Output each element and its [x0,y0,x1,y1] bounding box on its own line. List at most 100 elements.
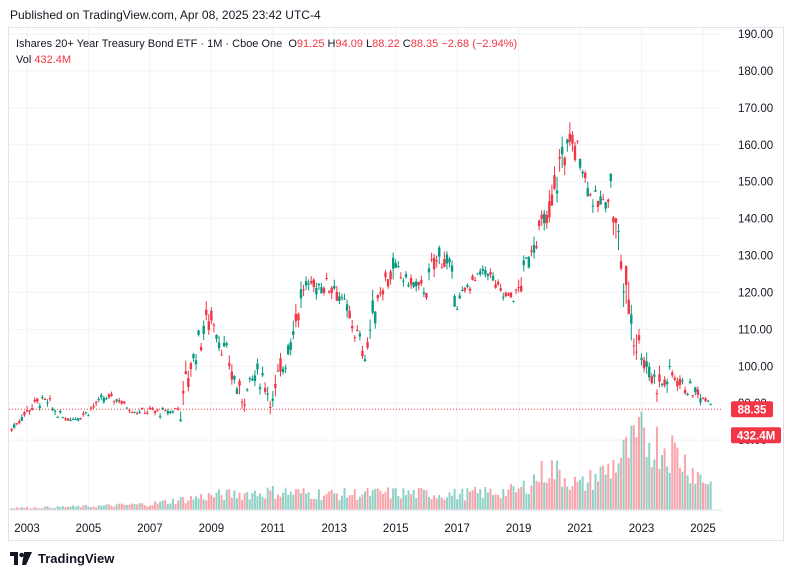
candle-body[interactable] [53,410,57,412]
candle-body[interactable] [187,378,190,388]
candle-body[interactable] [343,298,346,300]
chart-frame[interactable] [8,27,784,541]
price-axis[interactable]: 190.00 180.00 170.00 160.00 150.00 140.00 130.… [738,29,773,447]
candle-body[interactable] [660,383,664,385]
candle-body[interactable] [345,304,349,311]
candle-body[interactable] [412,282,415,287]
candle-body[interactable] [422,292,426,294]
candle-body[interactable] [281,368,285,373]
candle-body[interactable] [665,381,669,384]
candle-body[interactable] [107,394,111,398]
candle-body[interactable] [399,277,403,279]
candle-body[interactable] [130,412,134,414]
candle-body[interactable] [256,363,259,370]
candle-body[interactable] [432,257,436,270]
candle-body[interactable] [269,406,272,408]
candle-body[interactable] [468,288,472,291]
candle-body[interactable] [82,413,85,415]
candle-body[interactable] [525,257,528,259]
candle-body[interactable] [496,282,500,285]
candle-body[interactable] [38,406,42,409]
candle-body[interactable] [100,395,103,398]
candle-body[interactable] [171,411,175,413]
candle-body[interactable] [663,379,666,386]
candle-body[interactable] [302,289,305,291]
candle-body[interactable] [128,409,131,411]
candle-body[interactable] [235,388,239,395]
candle-body[interactable] [192,354,195,359]
candle-body[interactable] [379,292,382,294]
candle-body[interactable] [361,350,364,357]
candle-body[interactable] [509,292,513,298]
candle-body[interactable] [51,408,54,411]
candle-body[interactable] [535,246,538,248]
candle-body[interactable] [215,334,218,339]
candle-body[interactable] [601,199,605,201]
candle-body[interactable] [258,387,262,390]
candle-body[interactable] [340,297,344,299]
candle-body[interactable] [537,220,541,227]
candle-body[interactable] [407,284,410,287]
candle-body[interactable] [284,367,287,369]
candle-body[interactable] [69,419,72,421]
candle-body[interactable] [599,196,602,205]
candle-body[interactable] [417,282,420,286]
candle-body[interactable] [228,363,231,366]
candle-body[interactable] [591,205,595,207]
candle-body[interactable] [71,418,75,420]
candle-body[interactable] [473,279,477,281]
candle-body[interactable] [686,393,689,396]
candle-body[interactable] [210,310,213,321]
candle-body[interactable] [507,293,510,296]
candle-body[interactable] [102,397,106,402]
candle-body[interactable] [222,342,226,347]
candle-body[interactable] [358,333,362,337]
candle-body[interactable] [194,360,198,365]
candle-body[interactable] [683,389,687,394]
candle-body[interactable] [36,398,39,402]
candle-body[interactable] [550,194,554,206]
candle-body[interactable] [484,270,487,275]
candle-body[interactable] [655,393,659,395]
candle-body[interactable] [189,363,193,369]
candle-body[interactable] [310,281,313,283]
candle-body[interactable] [566,139,569,144]
candle-body[interactable] [263,387,267,392]
candle-body[interactable] [671,372,674,376]
candle-body[interactable] [673,377,677,380]
candle-body[interactable] [553,175,556,189]
candle-body[interactable] [471,275,474,280]
candle-body[interactable] [363,359,367,362]
candlesticks[interactable] [10,122,712,432]
candle-body[interactable] [20,417,24,421]
candle-body[interactable] [28,410,31,412]
candle-body[interactable] [430,259,433,261]
candle-body[interactable] [261,373,264,376]
candle-body[interactable] [217,342,221,349]
candle-body[interactable] [66,418,70,421]
candle-body[interactable] [110,393,113,397]
candle-body[interactable] [133,411,136,413]
candle-body[interactable] [135,413,139,415]
candle-body[interactable] [404,274,408,278]
candle-body[interactable] [371,300,374,313]
candle-body[interactable] [479,271,482,275]
candle-body[interactable] [46,402,49,404]
candle-body[interactable] [450,265,454,272]
candle-body[interactable] [148,407,152,410]
candle-body[interactable] [15,423,18,425]
candle-body[interactable] [499,288,502,291]
candle-body[interactable] [79,417,82,419]
candle-body[interactable] [527,257,531,268]
candle-body[interactable] [169,411,172,413]
candle-body[interactable] [514,289,518,291]
candle-body[interactable] [120,401,123,404]
candle-body[interactable] [348,310,351,319]
candle-body[interactable] [105,398,108,400]
candle-body[interactable] [151,407,154,410]
candle-body[interactable] [238,380,241,386]
candle-body[interactable] [645,361,648,367]
candle-body[interactable] [179,419,182,422]
candle-body[interactable] [543,213,546,224]
